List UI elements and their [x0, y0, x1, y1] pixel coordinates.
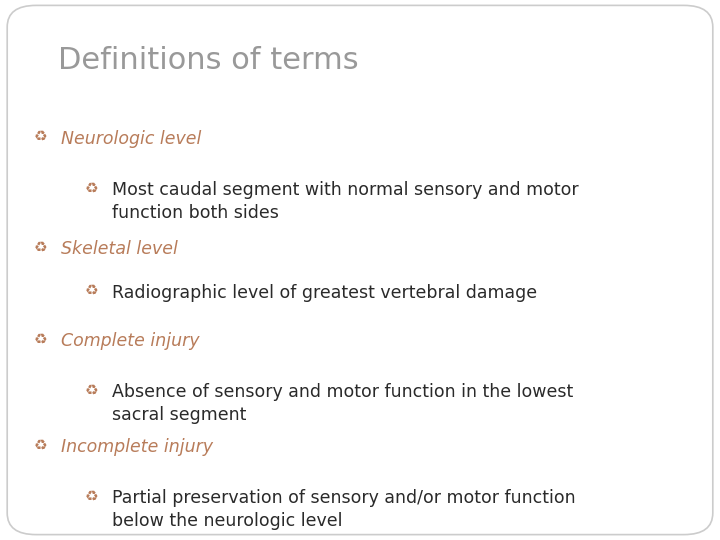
FancyBboxPatch shape: [7, 5, 713, 535]
Text: Neurologic level: Neurologic level: [61, 130, 202, 147]
Text: Partial preservation of sensory and/or motor function
below the neurologic level: Partial preservation of sensory and/or m…: [112, 489, 575, 530]
Text: Radiographic level of greatest vertebral damage: Radiographic level of greatest vertebral…: [112, 284, 536, 301]
Text: ♻: ♻: [84, 181, 98, 196]
Text: Most caudal segment with normal sensory and motor
function both sides: Most caudal segment with normal sensory …: [112, 181, 578, 222]
Text: ♻: ♻: [84, 383, 98, 399]
Text: ♻: ♻: [34, 332, 48, 347]
Text: ♻: ♻: [34, 240, 48, 255]
Text: ♻: ♻: [34, 130, 48, 145]
Text: Incomplete injury: Incomplete injury: [61, 438, 213, 456]
Text: ♻: ♻: [84, 489, 98, 504]
Text: Definitions of terms: Definitions of terms: [58, 46, 359, 75]
Text: ♻: ♻: [84, 284, 98, 299]
Text: Complete injury: Complete injury: [61, 332, 199, 350]
Text: ♻: ♻: [34, 438, 48, 454]
Text: Skeletal level: Skeletal level: [61, 240, 178, 258]
Text: Absence of sensory and motor function in the lowest
sacral segment: Absence of sensory and motor function in…: [112, 383, 573, 424]
